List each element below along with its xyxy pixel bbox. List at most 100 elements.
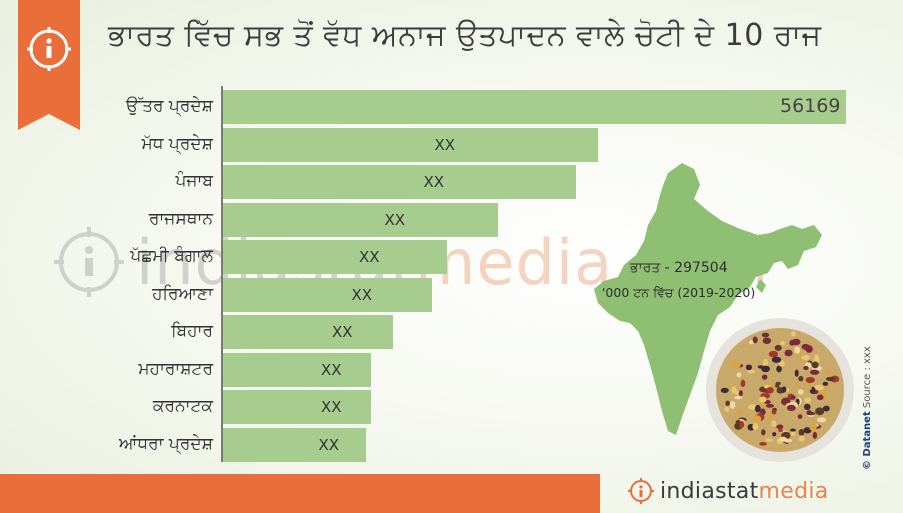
bar-value-label: XX [423, 173, 445, 191]
chart-title: ਭਾਰਤ ਵਿੱਚ ਸਭ ਤੋਂ ਵੱਧ ਅਨਾਜ ਉਤਪਾਦਨ ਵਾਲੇ ਚੋ… [108, 18, 822, 53]
bar [223, 277, 432, 312]
bar-value-label: XX [359, 248, 380, 266]
grain-decoration [775, 383, 780, 388]
grain-decoration [798, 435, 805, 442]
grain-decoration [752, 336, 758, 344]
grain-decoration [823, 405, 830, 412]
grain-decoration [811, 361, 819, 369]
footer-text-part1: indiastat [660, 478, 759, 504]
grain-decoration [729, 401, 736, 409]
grain-decoration [766, 387, 774, 394]
grain-decoration [759, 442, 767, 446]
grain-decoration [798, 428, 805, 436]
grain-decoration [776, 424, 784, 430]
grain-decoration [771, 356, 782, 363]
bar-value-label: XX [332, 323, 353, 341]
grain-decoration [778, 428, 783, 433]
grain-decoration [806, 411, 816, 416]
grain-decoration [761, 332, 770, 338]
grain-decoration [801, 343, 810, 350]
grain-decoration [798, 375, 804, 382]
bar-row: ਉੱਤਰ ਪ੍ਰਦੇਸ਼ 56169 [0, 90, 903, 124]
bar-value-label: XX [434, 135, 456, 154]
grain-decoration [765, 438, 773, 442]
grain-bowl-image [706, 318, 854, 462]
bar [223, 90, 846, 124]
bar-row: ਰਾਜਸਥਾਨ XX [0, 202, 903, 237]
bar [223, 240, 447, 274]
bar-value-label: 56169 [780, 95, 841, 117]
category-label: ਪੱਛਮੀ ਬੰਗਾਲ [130, 246, 213, 266]
grain-decoration [814, 384, 824, 391]
grain-decoration [730, 360, 741, 369]
source-text: Source : xxx [862, 346, 873, 409]
category-label: ਮਹਾਰਾਸ਼ਟਰ [138, 358, 213, 379]
bar-value-label: XX [321, 360, 342, 379]
category-label: ਬਿਹਾਰ [171, 321, 213, 341]
footer-text-part2: media [758, 478, 829, 504]
grain-decoration [734, 395, 743, 400]
grain-decoration [771, 420, 777, 427]
grain-decoration [745, 364, 753, 371]
grain-decoration [725, 400, 731, 407]
grain-decoration [720, 387, 729, 394]
datanet-brand: © Datanet [862, 411, 873, 470]
grain-decoration [771, 409, 777, 415]
grain-decoration [816, 394, 824, 401]
category-label: ਪੰਜਾਬ [175, 171, 213, 191]
unit-label: '000 ਟਨ ਵਿੱਚ (2019-2020) [602, 285, 756, 300]
grain-decoration [815, 407, 825, 416]
grain-decoration [752, 423, 759, 431]
category-label: ਕਰਨਾਟਕ [152, 396, 213, 416]
grain-decoration [736, 372, 742, 378]
grain-decoration [803, 403, 811, 411]
grain-decoration [822, 381, 829, 386]
grain-decoration [761, 429, 766, 436]
category-label: ਆਂਧਰਾ ਪ੍ਰਦੇਸ਼ [118, 433, 213, 454]
grain-decoration [753, 415, 762, 423]
grain-decoration [810, 369, 820, 375]
india-map [594, 163, 822, 435]
bar-value-label: XX [321, 398, 342, 416]
bar-row: ਪੰਜਾਬ XX [0, 165, 903, 199]
grain-decoration [766, 413, 774, 420]
grain-decoration [724, 406, 730, 413]
grain-decoration [809, 422, 817, 431]
info-icon [27, 27, 71, 71]
grain-decoration [825, 370, 833, 375]
bar [223, 427, 366, 462]
grain-decoration [731, 385, 737, 394]
grain-decoration [816, 417, 827, 423]
bar-row: ਹਰਿਆਣਾ XX [0, 277, 903, 312]
bar-row: ਆਂਧਰਾ ਪ੍ਰਦੇਸ਼ XX [0, 427, 903, 462]
grain-decoration [779, 436, 787, 442]
grain-decoration [765, 403, 775, 408]
grain-decoration [747, 369, 756, 374]
grain-decoration [812, 431, 818, 439]
grain-decoration [790, 395, 796, 400]
info-badge-notch [18, 114, 80, 130]
india-total-label: ਭਾਰਤ - 297504 [630, 260, 728, 276]
grain-decoration [772, 432, 777, 437]
grain-decoration [774, 344, 782, 351]
footer-info-icon [628, 478, 654, 504]
grain-decoration [825, 376, 836, 382]
grain-decoration [749, 340, 754, 345]
bar-row: ਪੱਛਮੀ ਬੰਗਾਲ XX [0, 240, 903, 274]
grain-decoration [805, 376, 815, 384]
grain-decoration [780, 341, 786, 346]
grain-decoration [794, 369, 799, 377]
grain-decoration [759, 396, 767, 403]
grain-decoration [761, 374, 768, 380]
bar [223, 390, 371, 424]
source-note: © Datanet Source : xxx [862, 346, 873, 470]
grain-decoration [776, 386, 784, 394]
grain-decoration [803, 365, 809, 371]
bar-value-label: XX [318, 435, 340, 454]
category-label: ਰਾਜਸਥਾਨ [148, 208, 213, 229]
bar [223, 165, 576, 199]
grain-decoration [776, 365, 782, 373]
category-label: ਮੱਧ ਪ੍ਰਦੇਸ਼ [141, 133, 213, 154]
grain-decoration [778, 360, 785, 367]
grain-decoration [801, 355, 810, 361]
